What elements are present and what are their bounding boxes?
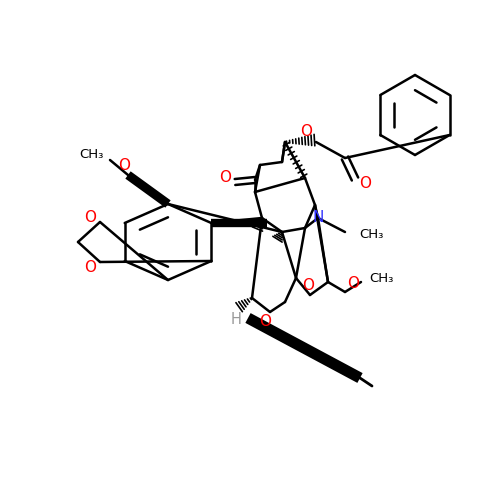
Text: O: O	[84, 260, 96, 274]
Text: O: O	[347, 276, 359, 291]
Text: O: O	[118, 158, 130, 172]
Text: O: O	[300, 124, 312, 140]
Text: O: O	[359, 176, 371, 190]
Text: O: O	[84, 210, 96, 224]
Text: O: O	[259, 314, 271, 328]
Text: O: O	[302, 278, 314, 293]
Text: O: O	[219, 170, 231, 186]
Text: CH₃: CH₃	[359, 228, 384, 240]
Text: CH₃: CH₃	[369, 272, 394, 284]
Text: CH₃: CH₃	[80, 148, 104, 162]
Text: H: H	[230, 312, 241, 328]
Text: N: N	[312, 210, 324, 226]
